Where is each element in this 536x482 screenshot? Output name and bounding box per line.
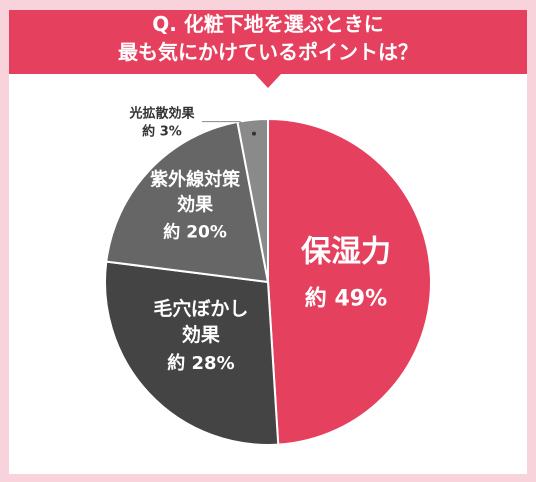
pie-slice-uv bbox=[105, 120, 270, 284]
slice-value-light: 約 3% bbox=[142, 124, 182, 140]
pie-slice-pores bbox=[104, 260, 280, 446]
slice-value-uv: 約 20% bbox=[163, 222, 227, 243]
title-banner bbox=[9, 10, 527, 74]
slice-light-leader-dot bbox=[251, 131, 256, 136]
slice-label-light: 光拡散効果 bbox=[128, 106, 194, 122]
slice-label-pores-line-1: 毛穴ぼかし bbox=[153, 297, 248, 320]
slice-label-uv-line-1: 紫外線対策 bbox=[150, 169, 241, 191]
title-banner-pointer bbox=[255, 74, 281, 88]
slice-label-pores-line-2: 効果 bbox=[182, 323, 220, 346]
chart-title-line-2: 最も気にかけているポイントは？ bbox=[118, 40, 418, 64]
slice-value-moisture: 約 49% bbox=[305, 286, 387, 312]
slice-label-moisture: 保湿力 bbox=[301, 235, 391, 270]
pie-slice-moisture bbox=[267, 117, 432, 446]
chart-title-line-1: Q. 化粧下地を選ぶときに bbox=[152, 12, 384, 36]
slice-light-leader-line bbox=[201, 121, 255, 135]
slice-value-pores: 約 28% bbox=[167, 352, 234, 374]
slice-label-uv-line-2: 効果 bbox=[177, 194, 214, 216]
